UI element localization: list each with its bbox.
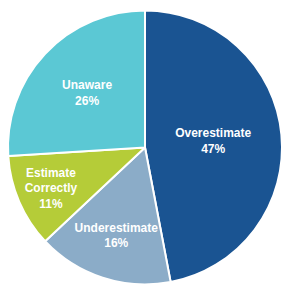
svg-text:Underestimate16%: Underestimate16% <box>75 221 159 251</box>
svg-text:EstimateCorrectly11%: EstimateCorrectly11% <box>25 166 78 211</box>
svg-text:Overestimate47%: Overestimate47% <box>175 126 251 156</box>
svg-text:Unaware26%: Unaware26% <box>62 78 112 108</box>
